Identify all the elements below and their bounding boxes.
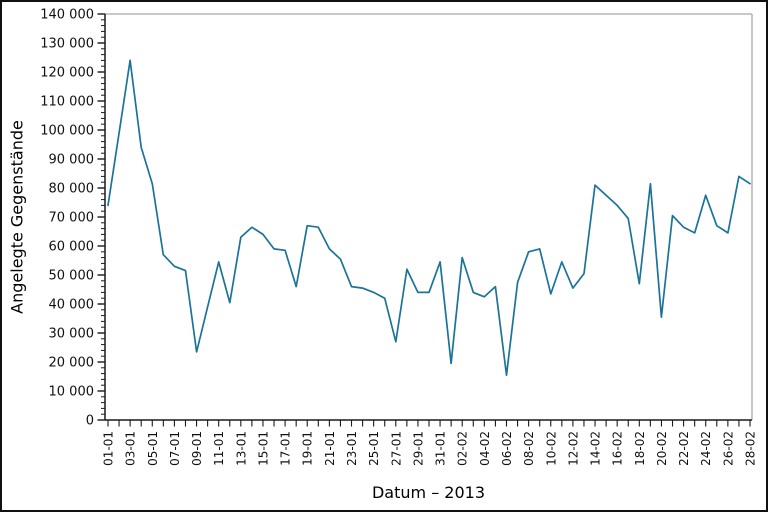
x-tick-label: 13-01 (234, 431, 248, 466)
x-tick-label: 06-02 (500, 431, 514, 466)
x-tick-label: 31-01 (434, 431, 448, 466)
y-tick-label: 40 000 (49, 298, 95, 313)
x-tick-label: 20-02 (655, 431, 669, 466)
y-tick-label: 120 000 (40, 66, 94, 81)
x-tick-label: 02-02 (456, 431, 470, 466)
x-tick-label: 14-02 (589, 431, 603, 466)
x-tick-label: 21-01 (323, 431, 337, 466)
y-axis-title: Angelegte Gegenstände (7, 120, 27, 314)
x-tick-label: 12-02 (566, 431, 580, 466)
x-tick-label: 04-02 (478, 431, 492, 466)
x-tick-label: 01-01 (102, 431, 116, 466)
y-tick-label: 80 000 (49, 182, 95, 197)
x-tick-label: 27-01 (389, 431, 403, 466)
y-tick-label: 140 000 (40, 8, 94, 23)
x-tick-label: 03-01 (124, 431, 138, 466)
x-tick-label: 29-01 (411, 431, 425, 466)
x-tick-label: 24-02 (699, 431, 713, 466)
x-tick-label: 28-02 (744, 431, 758, 466)
y-tick-label: 100 000 (40, 124, 94, 139)
x-axis-title: Datum – 2013 (371, 483, 485, 502)
y-tick-label: 130 000 (40, 37, 94, 52)
x-tick-label: 11-01 (212, 431, 226, 466)
x-tick-label: 18-02 (633, 431, 647, 466)
y-tick-label: 30 000 (49, 327, 95, 342)
x-tick-label: 08-02 (522, 431, 536, 466)
x-tick-label: 15-01 (256, 431, 270, 466)
x-tick-label: 23-01 (345, 431, 359, 466)
x-tick-label: 22-02 (677, 431, 691, 466)
x-tick-label: 25-01 (367, 431, 381, 466)
x-tick-label: 07-01 (168, 431, 182, 466)
y-tick-label: 60 000 (49, 240, 95, 255)
y-tick-label: 50 000 (49, 269, 95, 284)
y-tick-label: 10 000 (49, 385, 95, 400)
x-tick-label: 26-02 (721, 431, 735, 466)
y-tick-label: 110 000 (40, 95, 94, 110)
x-tick-label: 05-01 (146, 431, 160, 466)
x-tick-label: 16-02 (611, 431, 625, 466)
x-tick-label: 19-01 (301, 431, 315, 466)
y-tick-label: 20 000 (49, 356, 95, 371)
y-tick-label: 0 (86, 414, 94, 429)
x-tick-label: 17-01 (279, 431, 293, 466)
x-tick-label: 09-01 (190, 431, 204, 466)
data-line (107, 59, 751, 376)
y-tick-label: 90 000 (49, 153, 95, 168)
y-tick-label: 70 000 (49, 211, 95, 226)
x-tick-label: 10-02 (544, 431, 558, 466)
